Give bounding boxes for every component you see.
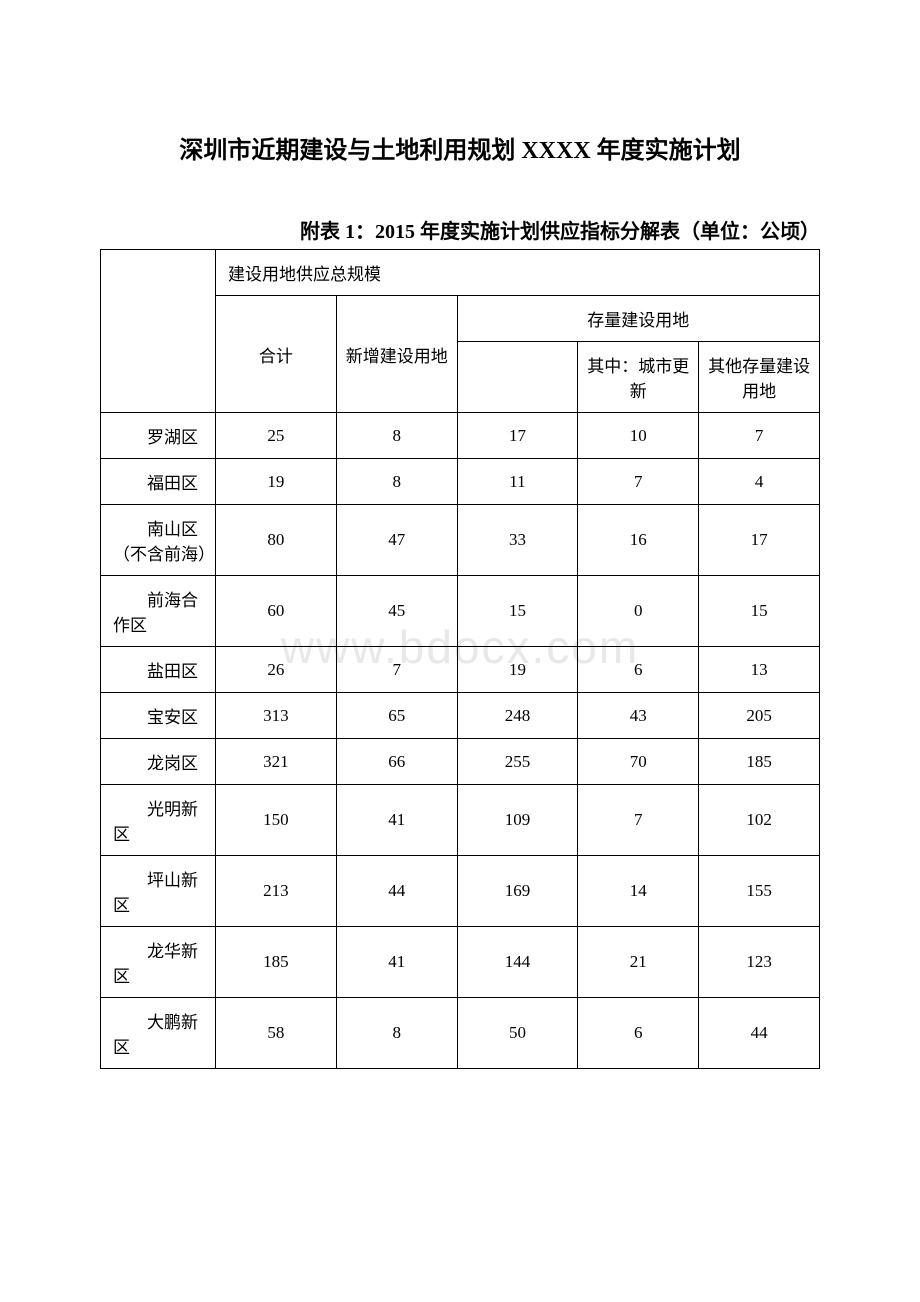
table-row: 罗湖区25817107 (101, 413, 820, 459)
cell-stock: 144 (457, 927, 578, 998)
cell-region: 罗湖区 (101, 413, 216, 459)
table-row: 盐田区26719613 (101, 647, 820, 693)
cell-urban_renewal: 6 (578, 998, 699, 1069)
cell-region: 福田区 (101, 459, 216, 505)
cell-region: 龙华新区 (101, 927, 216, 998)
header-urban-renewal: 其中：城市更新 (578, 342, 699, 413)
cell-region: 宝安区 (101, 693, 216, 739)
table-row: 前海合作区604515015 (101, 576, 820, 647)
cell-urban_renewal: 7 (578, 459, 699, 505)
cell-total: 80 (216, 505, 337, 576)
table-row: 龙岗区3216625570185 (101, 739, 820, 785)
table-row: 大鹏新区58850644 (101, 998, 820, 1069)
cell-stock: 109 (457, 785, 578, 856)
cell-stock: 15 (457, 576, 578, 647)
cell-total: 25 (216, 413, 337, 459)
cell-stock: 11 (457, 459, 578, 505)
header-stock-empty (457, 342, 578, 413)
cell-other_stock: 102 (699, 785, 820, 856)
cell-stock: 248 (457, 693, 578, 739)
cell-urban_renewal: 7 (578, 785, 699, 856)
cell-total: 26 (216, 647, 337, 693)
cell-total: 58 (216, 998, 337, 1069)
cell-region: 前海合作区 (101, 576, 216, 647)
cell-region: 坪山新区 (101, 856, 216, 927)
table-row: 光明新区150411097102 (101, 785, 820, 856)
cell-new: 8 (336, 998, 457, 1069)
cell-stock: 169 (457, 856, 578, 927)
cell-other_stock: 7 (699, 413, 820, 459)
cell-other_stock: 15 (699, 576, 820, 647)
cell-total: 19 (216, 459, 337, 505)
header-main: 建设用地供应总规模 (216, 250, 820, 296)
cell-other_stock: 155 (699, 856, 820, 927)
cell-stock: 255 (457, 739, 578, 785)
cell-total: 150 (216, 785, 337, 856)
cell-new: 65 (336, 693, 457, 739)
cell-stock: 19 (457, 647, 578, 693)
cell-urban_renewal: 6 (578, 647, 699, 693)
data-table: 建设用地供应总规模 合计 新增建设用地 存量建设用地 其中：城市更新 其他存量建… (100, 249, 820, 1069)
cell-urban_renewal: 16 (578, 505, 699, 576)
cell-other_stock: 13 (699, 647, 820, 693)
cell-other_stock: 205 (699, 693, 820, 739)
cell-stock: 17 (457, 413, 578, 459)
cell-region: 龙岗区 (101, 739, 216, 785)
cell-region: 大鹏新区 (101, 998, 216, 1069)
cell-new: 41 (336, 785, 457, 856)
table-row: 福田区1981174 (101, 459, 820, 505)
cell-total: 213 (216, 856, 337, 927)
cell-region: 盐田区 (101, 647, 216, 693)
cell-new: 47 (336, 505, 457, 576)
table-row: 坪山新区2134416914155 (101, 856, 820, 927)
cell-urban_renewal: 14 (578, 856, 699, 927)
table-row: 南山区（不含前海）8047331617 (101, 505, 820, 576)
header-other-stock: 其他存量建设用地 (699, 342, 820, 413)
cell-new: 45 (336, 576, 457, 647)
cell-region: 光明新区 (101, 785, 216, 856)
table-container: 建设用地供应总规模 合计 新增建设用地 存量建设用地 其中：城市更新 其他存量建… (100, 249, 820, 1069)
cell-stock: 33 (457, 505, 578, 576)
cell-urban_renewal: 43 (578, 693, 699, 739)
cell-other_stock: 123 (699, 927, 820, 998)
cell-region: 南山区（不含前海） (101, 505, 216, 576)
cell-total: 185 (216, 927, 337, 998)
document-subtitle: 附表 1：2015 年度实施计划供应指标分解表（单位：公顷） (100, 215, 820, 244)
cell-other_stock: 4 (699, 459, 820, 505)
cell-total: 313 (216, 693, 337, 739)
cell-new: 7 (336, 647, 457, 693)
header-new: 新增建设用地 (336, 296, 457, 413)
table-row: 宝安区3136524843205 (101, 693, 820, 739)
cell-total: 60 (216, 576, 337, 647)
cell-new: 8 (336, 413, 457, 459)
cell-stock: 50 (457, 998, 578, 1069)
header-total: 合计 (216, 296, 337, 413)
cell-other_stock: 17 (699, 505, 820, 576)
cell-other_stock: 185 (699, 739, 820, 785)
cell-new: 66 (336, 739, 457, 785)
cell-total: 321 (216, 739, 337, 785)
cell-new: 44 (336, 856, 457, 927)
cell-other_stock: 44 (699, 998, 820, 1069)
cell-new: 41 (336, 927, 457, 998)
document-title: 深圳市近期建设与土地利用规划 XXXX 年度实施计划 (100, 130, 820, 165)
cell-new: 8 (336, 459, 457, 505)
cell-urban_renewal: 70 (578, 739, 699, 785)
table-row: 龙华新区1854114421123 (101, 927, 820, 998)
header-empty (101, 250, 216, 413)
cell-urban_renewal: 0 (578, 576, 699, 647)
cell-urban_renewal: 21 (578, 927, 699, 998)
header-stock-group: 存量建设用地 (457, 296, 819, 342)
cell-urban_renewal: 10 (578, 413, 699, 459)
